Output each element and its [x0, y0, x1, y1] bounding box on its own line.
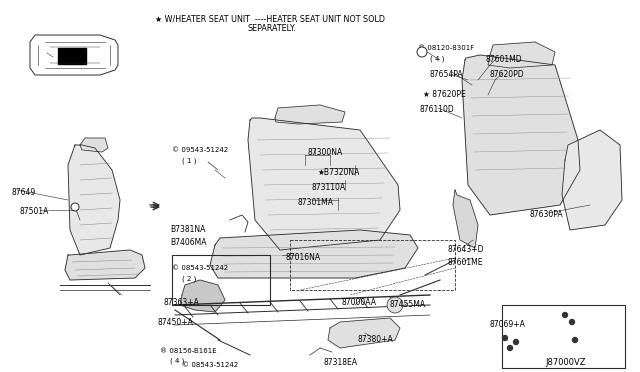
Circle shape: [563, 312, 568, 317]
Bar: [502, 305, 625, 368]
Text: 87501A: 87501A: [20, 207, 49, 216]
Polygon shape: [80, 138, 108, 152]
Circle shape: [573, 337, 577, 343]
Text: ® 08120-8301F: ® 08120-8301F: [418, 45, 474, 51]
Text: © 09543-51242: © 09543-51242: [172, 147, 228, 153]
Text: B7406MA: B7406MA: [170, 238, 207, 247]
Text: 87318EA: 87318EA: [323, 358, 357, 367]
Text: 87069+A: 87069+A: [490, 320, 526, 329]
Circle shape: [502, 336, 508, 340]
Text: ★B7320NA: ★B7320NA: [318, 168, 360, 177]
Circle shape: [417, 47, 427, 57]
Polygon shape: [562, 130, 622, 230]
Text: 87301MA: 87301MA: [298, 198, 334, 207]
Polygon shape: [488, 42, 555, 68]
Text: 87016NA: 87016NA: [285, 253, 320, 262]
Polygon shape: [275, 105, 345, 124]
Polygon shape: [462, 55, 580, 215]
Text: 87620PD: 87620PD: [490, 70, 525, 79]
Text: © 08543-51242: © 08543-51242: [172, 265, 228, 271]
Circle shape: [387, 297, 403, 313]
Text: 87300NA: 87300NA: [308, 148, 343, 157]
Text: ( 4 ): ( 4 ): [170, 358, 184, 365]
Text: ( 4 ): ( 4 ): [430, 55, 444, 61]
Circle shape: [71, 203, 79, 211]
Text: 87380+A: 87380+A: [358, 335, 394, 344]
Polygon shape: [68, 145, 120, 255]
Text: 87601MD: 87601MD: [485, 55, 522, 64]
Polygon shape: [248, 118, 400, 250]
Polygon shape: [210, 230, 418, 278]
Text: 873110A: 873110A: [312, 183, 346, 192]
Bar: [290, 240, 455, 290]
Text: ® 08156-B161E: ® 08156-B161E: [160, 348, 216, 354]
Text: 87450+A: 87450+A: [158, 318, 194, 327]
Bar: [58, 48, 86, 64]
Text: ( 2 ): ( 2 ): [182, 275, 196, 282]
Text: SEPARATELY.: SEPARATELY.: [248, 24, 296, 33]
Text: 87455MA: 87455MA: [390, 300, 426, 309]
Text: 87000AA: 87000AA: [342, 298, 377, 307]
Text: ★ W/HEATER SEAT UNIT  ----HEATER SEAT UNIT NOT SOLD: ★ W/HEATER SEAT UNIT ----HEATER SEAT UNI…: [155, 14, 385, 23]
Text: ( 1 ): ( 1 ): [182, 157, 196, 164]
Text: 87649: 87649: [12, 188, 36, 197]
Text: 87363+A: 87363+A: [163, 298, 199, 307]
Polygon shape: [328, 318, 400, 348]
Text: B7381NA: B7381NA: [170, 225, 205, 234]
Text: ★ 87620PE: ★ 87620PE: [423, 90, 466, 99]
Polygon shape: [65, 250, 145, 280]
Text: © 08543-51242: © 08543-51242: [182, 362, 238, 368]
Circle shape: [570, 320, 575, 324]
Circle shape: [513, 340, 518, 344]
Text: J87000VZ: J87000VZ: [545, 358, 586, 367]
Circle shape: [508, 346, 513, 350]
Text: 876110D: 876110D: [420, 105, 455, 114]
Bar: [172, 255, 270, 305]
Text: 87654PA: 87654PA: [430, 70, 463, 79]
Polygon shape: [453, 190, 478, 248]
Text: 87643+D: 87643+D: [448, 245, 484, 254]
Polygon shape: [180, 280, 225, 312]
Text: 87630PA: 87630PA: [530, 210, 564, 219]
Text: 87601ME: 87601ME: [448, 258, 483, 267]
